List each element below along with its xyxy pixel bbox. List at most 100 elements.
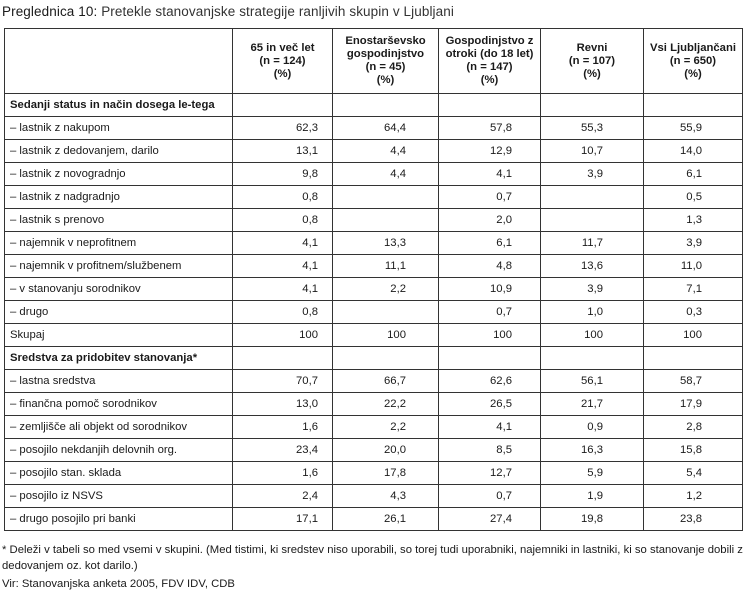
table-cell: 12,7 — [438, 461, 541, 485]
table-cell: 62,6 — [438, 369, 541, 393]
table-cell — [232, 346, 333, 370]
table-cell: 7,1 — [643, 277, 743, 301]
table-cell: 66,7 — [332, 369, 439, 393]
header-blank — [4, 28, 233, 94]
table-cell: 5,4 — [643, 461, 743, 485]
table-cell — [438, 93, 541, 117]
table-cell: 10,7 — [540, 139, 644, 163]
table-cell — [332, 93, 439, 117]
row-label: – finančna pomoč sorodnikov — [4, 392, 233, 416]
row-label: – lastna sredstva — [4, 369, 233, 393]
table-cell: 16,3 — [540, 438, 644, 462]
table-cell: 20,0 — [332, 438, 439, 462]
table-cell: 100 — [332, 323, 439, 347]
column-header: 65 in več let (n = 124) (%) — [232, 28, 333, 94]
section-heading: Sedanji status in način dosega le-tega — [4, 93, 233, 117]
table-row: – lastnik z nadgradnjo 0,8 0,7 0,5 — [4, 185, 743, 209]
column-header: Gospodinjstvo z otroki (do 18 let) (n = 14… — [438, 28, 541, 94]
table-cell — [332, 185, 439, 209]
table-row: – lastna sredstva 70,7 66,7 62,6 56,1 58,7 — [4, 369, 743, 393]
table-cell — [332, 346, 439, 370]
table-cell: 70,7 — [232, 369, 333, 393]
table-cell: 11,0 — [643, 254, 743, 278]
source-note: Vir: Stanovanjska anketa 2005, FDV IDV, … — [2, 578, 235, 590]
row-label: – lastnik z dedovanjem, darilo — [4, 139, 233, 163]
table-row: – lastnik z novogradnjo 9,8 4,4 4,1 3,9 6,1 — [4, 162, 743, 186]
table-cell — [643, 93, 743, 117]
table-cell: 1,6 — [232, 461, 333, 485]
table-cell: 11,7 — [540, 231, 644, 255]
table-row: – drugo 0,8 0,7 1,0 0,3 — [4, 300, 743, 324]
section-row: Sedanji status in način dosega le-tega — [4, 93, 743, 117]
table-cell: 4,1 — [438, 415, 541, 439]
section-row: Sredstva za pridobitev stanovanja* — [4, 346, 743, 370]
table-cell: 55,3 — [540, 116, 644, 140]
table-cell: 0,3 — [643, 300, 743, 324]
table-row: Skupaj 100 100 100 100 100 — [4, 323, 743, 347]
table-cell: 0,8 — [232, 185, 333, 209]
table-cell: 21,7 — [540, 392, 644, 416]
caption-label: Preglednica 10: — [2, 4, 98, 19]
table-cell: 12,9 — [438, 139, 541, 163]
table-cell: 0,7 — [438, 185, 541, 209]
table-cell: 23,4 — [232, 438, 333, 462]
table-caption: Preglednica 10: Pretekle stanovanjske st… — [2, 4, 454, 19]
table-row: – lastnik s prenovo 0,8 2,0 1,3 — [4, 208, 743, 232]
row-label: – drugo posojilo pri banki — [4, 507, 233, 531]
row-label: – lastnik z nakupom — [4, 116, 233, 140]
table-cell: 4,1 — [232, 277, 333, 301]
footnote: * Deleži v tabeli so med vsemi v skupini… — [2, 544, 743, 572]
table-cell: 1,2 — [643, 484, 743, 508]
row-label: – zemljišče ali objekt od sorodnikov — [4, 415, 233, 439]
table-cell: 4,4 — [332, 162, 439, 186]
table-cell: 6,1 — [643, 162, 743, 186]
table-cell: 0,8 — [232, 208, 333, 232]
table-cell: 15,8 — [643, 438, 743, 462]
row-label: – lastnik s prenovo — [4, 208, 233, 232]
table-cell: 0,5 — [643, 185, 743, 209]
table-cell: 58,7 — [643, 369, 743, 393]
table-cell: 3,9 — [540, 162, 644, 186]
table-row: – lastnik z dedovanjem, darilo 13,1 4,4 12,… — [4, 139, 743, 163]
table-cell — [540, 93, 644, 117]
table-cell: 100 — [643, 323, 743, 347]
column-header: Enostarševsko gospodinjstvo (n = 45) (%) — [332, 28, 439, 94]
table-cell: 4,4 — [332, 139, 439, 163]
row-label: Skupaj — [4, 323, 233, 347]
table-cell: 10,9 — [438, 277, 541, 301]
table-row: – posojilo iz NSVS 2,4 4,3 0,7 1,9 1,2 — [4, 484, 743, 508]
table-cell — [332, 300, 439, 324]
row-label: – v stanovanju sorodnikov — [4, 277, 233, 301]
table-cell — [540, 346, 644, 370]
table-cell: 2,2 — [332, 415, 439, 439]
table-cell: 27,4 — [438, 507, 541, 531]
row-label: – posojilo nekdanjih delovnih org. — [4, 438, 233, 462]
table-cell: 2,8 — [643, 415, 743, 439]
table-cell: 23,8 — [643, 507, 743, 531]
column-header: Revni (n = 107) (%) — [540, 28, 644, 94]
table-cell: 13,3 — [332, 231, 439, 255]
table-cell: 17,1 — [232, 507, 333, 531]
table-cell: 1,0 — [540, 300, 644, 324]
table-row: – drugo posojilo pri banki 17,1 26,1 27,4 19… — [4, 507, 743, 531]
table-cell: 13,1 — [232, 139, 333, 163]
row-label: – najemnik v profitnem/službenem — [4, 254, 233, 278]
table-cell: 0,9 — [540, 415, 644, 439]
table-cell — [643, 346, 743, 370]
data-table: 65 in več let (n = 124) (%) Enostarševsko go… — [4, 28, 743, 531]
table-row: – najemnik v profitnem/službenem 4,1 11,1 4… — [4, 254, 743, 278]
table-cell: 0,8 — [232, 300, 333, 324]
table-cell: 6,1 — [438, 231, 541, 255]
column-header: Vsi Ljubljančani (n = 650) (%) — [643, 28, 743, 94]
row-label: – posojilo iz NSVS — [4, 484, 233, 508]
table-row: – posojilo nekdanjih delovnih org. 23,4 20… — [4, 438, 743, 462]
table-cell: 19,8 — [540, 507, 644, 531]
table-cell: 14,0 — [643, 139, 743, 163]
table-cell: 13,0 — [232, 392, 333, 416]
table-cell: 64,4 — [332, 116, 439, 140]
table-cell: 26,1 — [332, 507, 439, 531]
table-cell: 8,5 — [438, 438, 541, 462]
table-cell: 4,3 — [332, 484, 439, 508]
table-cell: 2,2 — [332, 277, 439, 301]
table-cell: 4,8 — [438, 254, 541, 278]
